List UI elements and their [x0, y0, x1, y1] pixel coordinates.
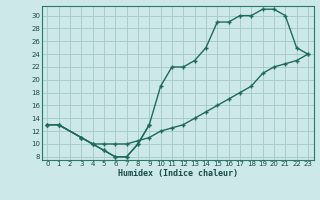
X-axis label: Humidex (Indice chaleur): Humidex (Indice chaleur) [118, 169, 237, 178]
